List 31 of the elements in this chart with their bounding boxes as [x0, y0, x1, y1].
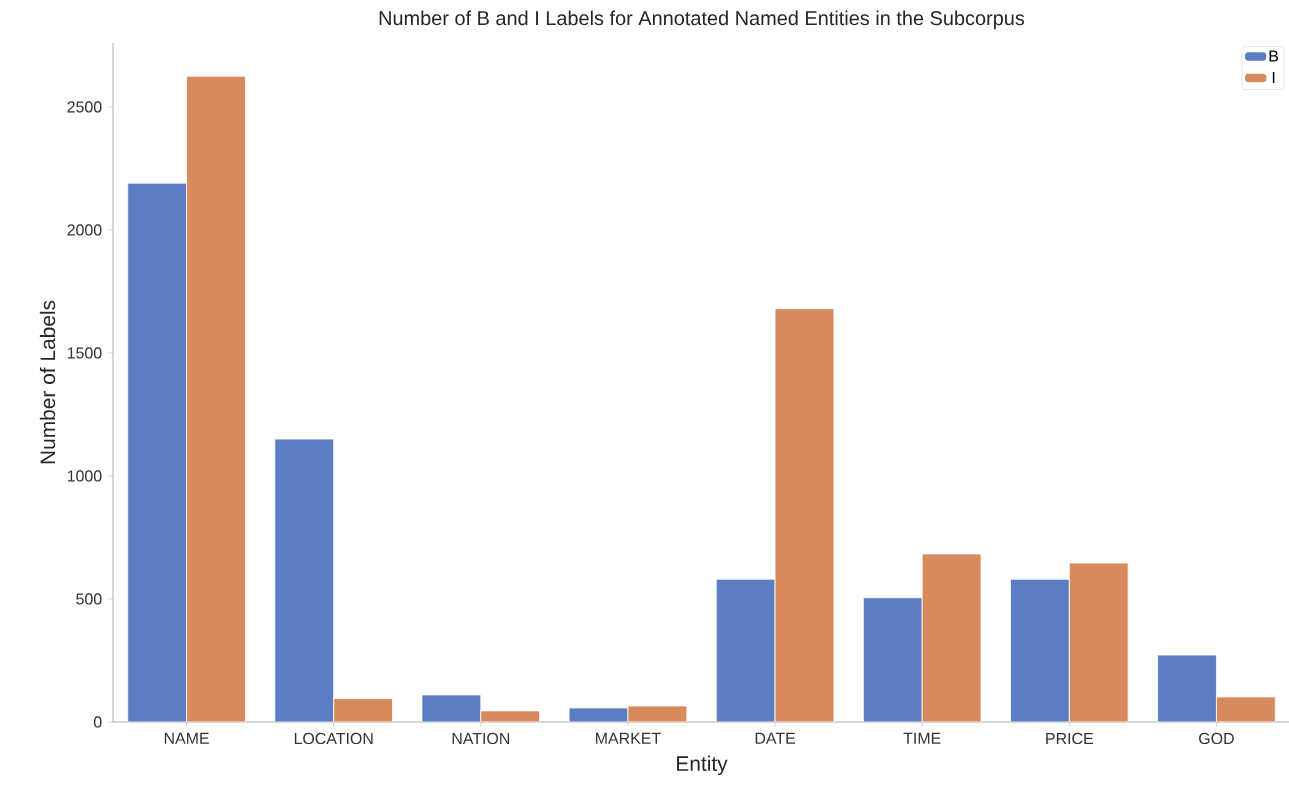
chart-title: Number of B and I Labels for Annotated Named Entities in the Subcorpus: [379, 10, 1025, 30]
legend-label: B: [1269, 50, 1279, 62]
bar: [862, 597, 923, 722]
x-tick-label: NAME: [164, 732, 209, 744]
y-tick-label: 0: [93, 716, 102, 728]
bar: [274, 438, 335, 722]
bar: [1010, 578, 1070, 722]
x-axis-title: Entity: [677, 755, 728, 776]
x-tick-label: NATION: [452, 732, 510, 745]
bar: [715, 578, 776, 722]
y-tick-label: 1000: [67, 470, 102, 482]
legend-label: I: [1272, 72, 1275, 84]
y-tick-label: 500: [76, 593, 102, 605]
x-tick-label: MARKET: [596, 732, 661, 744]
x-tick-label: GOD: [1199, 732, 1234, 745]
bar: [333, 698, 393, 722]
y-tick-label: 2000: [67, 224, 102, 236]
x-tick-label: DATE: [755, 732, 796, 744]
bar: [1068, 562, 1129, 722]
bar: [921, 553, 982, 722]
bar: [1216, 696, 1276, 722]
x-tick-label: TIME: [903, 732, 941, 744]
x-tick-label: PRICE: [1046, 732, 1093, 745]
y-tick-label: 1500: [67, 347, 102, 359]
y-tick-label: 2500: [67, 101, 102, 113]
bar: [774, 308, 835, 722]
y-axis-title: Number of Labels: [39, 300, 56, 464]
bar: [1157, 654, 1217, 722]
x-tick-label: LOCATION: [294, 732, 373, 745]
bar: [186, 75, 246, 722]
bar: [127, 182, 187, 722]
